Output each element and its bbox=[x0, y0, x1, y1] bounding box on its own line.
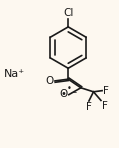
Text: F: F bbox=[86, 102, 92, 112]
Text: O: O bbox=[60, 89, 68, 99]
Text: Cl: Cl bbox=[63, 8, 73, 18]
Text: F: F bbox=[102, 101, 107, 111]
Text: −: − bbox=[70, 88, 76, 97]
Text: F: F bbox=[103, 86, 109, 96]
Text: Na⁺: Na⁺ bbox=[4, 69, 25, 79]
Text: •: • bbox=[60, 89, 66, 99]
Text: O: O bbox=[46, 76, 54, 86]
Text: •: • bbox=[67, 84, 71, 93]
